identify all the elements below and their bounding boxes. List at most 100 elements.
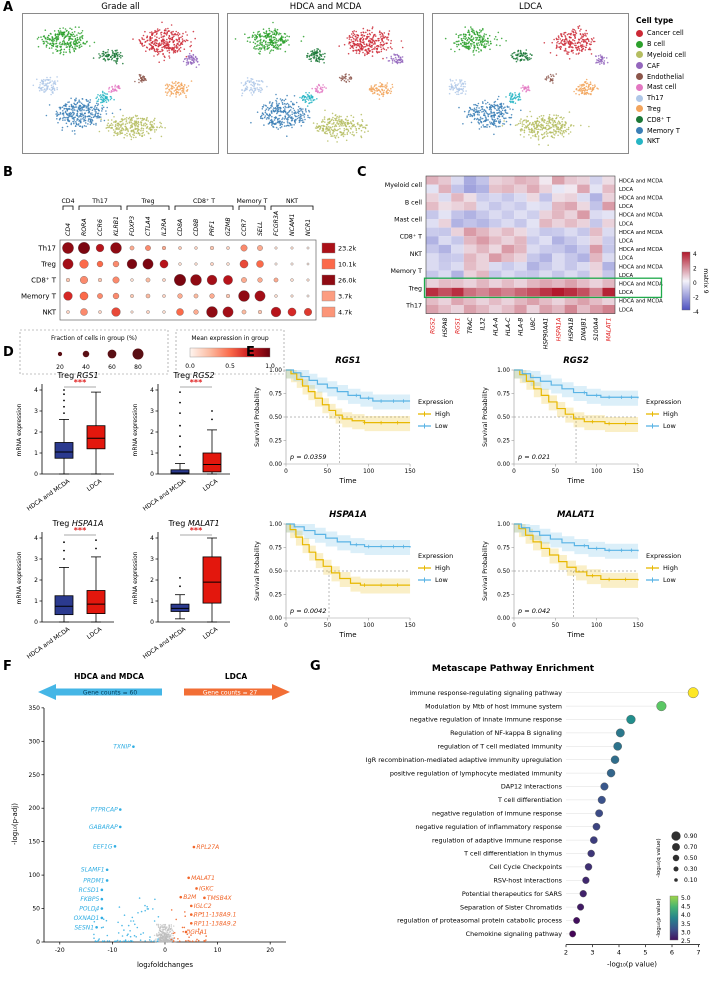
heatmap-condition-label: HDCA and MCDA <box>619 299 663 305</box>
pathway-dot <box>595 809 604 818</box>
boxplot-xtick: HDCA and MCDA <box>142 477 188 512</box>
pathway-dot <box>600 782 609 791</box>
pathway-label: negative regulation of immune response <box>432 810 562 818</box>
heatmap-celltype-label: CD8⁺ T <box>400 234 423 241</box>
survival-title: HSPA1A <box>329 510 367 520</box>
celltype-color-dot <box>636 105 643 113</box>
color-legend-tick: 0.0 <box>185 363 195 370</box>
dotplot-group-label: Th17 <box>91 198 108 205</box>
heatmap-celltype-label: B cell <box>405 199 422 206</box>
survival-ytick: 0.25 <box>269 593 282 599</box>
celltype-color-dot <box>636 40 643 48</box>
dotplot-panel: CD4 Th17 Treg CD8⁺ T Memory T NKT CD4 RORA CCR6 K… <box>19 198 356 375</box>
celltype-legend-item: Th17 <box>636 93 708 104</box>
celltype-name: Th17 <box>647 94 664 103</box>
umap-plot-ldca <box>432 13 629 154</box>
dotplot-row-label: Th17 <box>37 245 56 253</box>
boxplot-rgs1: Treg RGS1 0 1 2 3 4 mRNA expression *** HDCA and… <box>16 371 114 513</box>
volcano-xtick: 10 <box>214 947 222 954</box>
pathway-xtick: 7 <box>696 949 700 957</box>
heatmap-condition-label: HDCA and MCDA <box>619 178 663 184</box>
celltype-legend-item: Treg <box>636 104 708 115</box>
survival-title: RGS2 <box>563 356 589 366</box>
colorbar-tick: 4 <box>693 252 697 258</box>
umap-points <box>444 25 609 146</box>
pathway-dot <box>597 795 606 804</box>
celltype-legend-title: Cell type <box>636 16 674 25</box>
boxplot-xtick: HDCA and MCDA <box>26 477 72 512</box>
significance-stars: *** <box>74 378 87 387</box>
size-legend-title: -log₁₀(q value) <box>656 838 662 877</box>
celltype-legend-item: CD8⁺ T <box>636 114 708 125</box>
colorbar-tick: -2 <box>693 296 699 302</box>
umap-title-hdca-mcda: HDCA and MCDA <box>289 2 362 12</box>
legend-item: High <box>663 564 678 572</box>
boxplot-ytick: 1 <box>34 450 38 457</box>
p-value: p = 0.042 <box>517 607 550 615</box>
volcano-xtick: 0 <box>163 947 167 954</box>
survival-xtick: 50 <box>552 469 560 475</box>
volcano-gene-label: SLAMF1 <box>81 867 105 874</box>
dotplot-group-label: NKT <box>286 198 298 205</box>
pathway-label: IgR recombination-mediated adaptive immu… <box>366 756 562 764</box>
legend-item: Low <box>435 422 448 430</box>
p-value: p = 0.021 <box>517 453 550 461</box>
dotplot-gene-label: PRF1 <box>209 220 216 236</box>
celltype-name: Memory T <box>647 126 680 135</box>
colorbar-tick: 2 <box>693 267 697 273</box>
umap-canvas-2 <box>444 25 609 146</box>
color-legend-title: Mean expression in group <box>191 335 269 342</box>
celltype-legend-item: Memory T <box>636 125 708 136</box>
panel-label-c: C <box>357 165 367 180</box>
survival-ytick: 0.50 <box>269 569 282 575</box>
volcano-ytick: 50 <box>32 906 40 913</box>
boxplot-rgs2: Treg RGS2 0 1 2 3 4 mRNA expression *** HDCA and… <box>132 371 230 513</box>
survival-ylabel: Survival Probability <box>254 541 261 601</box>
colorbar-title: matrix 9 <box>702 268 709 293</box>
volcano-gene-label: TMSB4X <box>207 895 233 902</box>
volcano-gene-label: RPL27A <box>196 844 219 851</box>
pathway-xtick: 3 <box>590 949 594 957</box>
volcano-gene-label: IGHA1 <box>189 929 208 936</box>
volcano-ytick: 350 <box>29 705 41 712</box>
boxplot-ytick: 0 <box>150 471 154 478</box>
survival-xtick: 150 <box>633 469 644 475</box>
volcano-gene-label: OXNAD1 <box>74 915 100 922</box>
boxplot-title: Treg RGS1 <box>56 371 98 380</box>
survival-ytick: 0.25 <box>497 593 510 599</box>
boxplot-title: Treg RGS2 <box>172 371 214 380</box>
pathway-label: Separation of Sister Chromatids <box>460 903 563 911</box>
pathway-label: RSV-host interactions <box>493 877 562 885</box>
celltype-legend-item: CAF <box>636 60 708 71</box>
dotplot-gene-label: IL2RA <box>161 218 168 236</box>
right-gene-count: Gene counts = 27 <box>203 690 257 697</box>
size-legend-value: 20 <box>56 364 64 371</box>
boxplot-title: Treg MALAT1 <box>167 519 219 528</box>
survival-ytick: 0.25 <box>497 439 510 445</box>
dotplot-gene-label: NCAM1 <box>289 214 296 236</box>
dotplot-group-label: CD8⁺ T <box>193 198 215 205</box>
left-gene-count: Gene counts = 60 <box>83 690 137 697</box>
survival-xlabel: Time <box>566 631 584 639</box>
pathway-label: regulation of adaptive immune response <box>432 836 562 844</box>
color-legend-tick: 4.5 <box>681 904 691 911</box>
survival-ytick: 0.00 <box>497 462 510 468</box>
heatmap-celltype-label: NKT <box>410 251 422 258</box>
heatmap-gene-label: HLA-B <box>518 318 525 336</box>
survival-xtick: 0 <box>284 469 288 475</box>
size-legend-value: 0.10 <box>684 877 698 884</box>
pathway-dot <box>579 890 587 898</box>
boxplot-xtick: LDCA <box>86 477 104 493</box>
survival-rgs1: RGS1 0.00 0.25 0.50 0.75 1.00 0 50 100 150 Surviva… <box>254 356 453 485</box>
pathway-dot <box>573 917 580 924</box>
survival-xlabel: Time <box>338 631 356 639</box>
size-legend-value: 80 <box>134 364 142 371</box>
heatmap-celltype-label: Treg <box>408 285 422 292</box>
pathway-label: immune response-regulating signaling pat… <box>409 689 562 697</box>
dotplot-gene-label: FCGR3A <box>273 211 280 236</box>
umap-points <box>32 21 200 141</box>
volcano-gene-label: PRDM1 <box>83 877 104 884</box>
volcano-ytick: 0 <box>36 939 40 946</box>
celltype-name: CD8⁺ T <box>647 115 671 124</box>
survival-ytick: 0.25 <box>269 439 282 445</box>
